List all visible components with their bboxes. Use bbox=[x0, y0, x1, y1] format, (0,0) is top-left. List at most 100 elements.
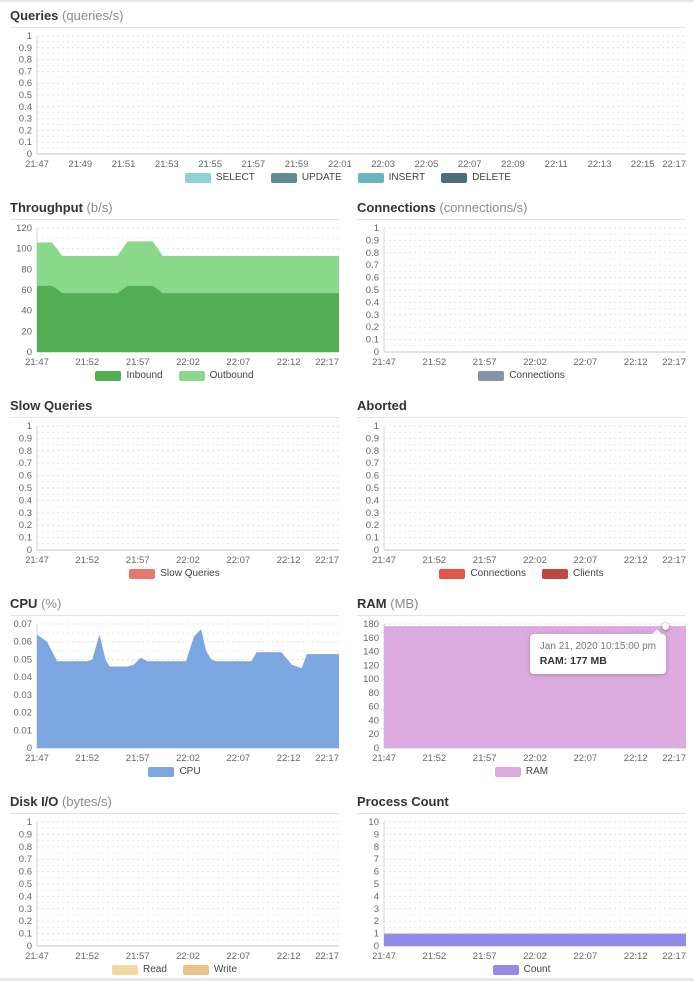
slow-queries-chart[interactable]: 0 0.1 0.2 0.3 0.4 0.5 0.6 0.7 0.8 0.9 1 21:47 21:52 2… bbox=[10, 421, 339, 566]
ram-chart[interactable]: 0 20 40 60 80 100 120 140 160 180 21:47 21:52 21:57 2… bbox=[357, 619, 686, 764]
process-count-chart[interactable]: 0 1 2 3 4 5 6 7 8 9 10 21:47 21:52 21:57 22:02 22:07 22:… bbox=[357, 817, 686, 962]
row-slowqueries-aborted: Slow Queries 0 0.1 0.2 0.3 0.4 0.5 0.6 0.7 0.8 0.… bbox=[10, 397, 686, 580]
legend-label: Outbound bbox=[209, 370, 254, 381]
svg-text:22:09: 22:09 bbox=[501, 159, 525, 170]
legend-item-insert[interactable]: INSERT bbox=[357, 172, 426, 183]
svg-text:22:17: 22:17 bbox=[315, 951, 339, 962]
ram-title: RAM (MB) bbox=[357, 595, 686, 616]
svg-text:22:13: 22:13 bbox=[588, 159, 612, 170]
svg-text:0.9: 0.9 bbox=[366, 433, 379, 444]
svg-text:21:52: 21:52 bbox=[75, 357, 99, 368]
legend-item-connections[interactable]: Connections bbox=[478, 370, 565, 381]
row-queries: Queries (queries/s) 0 0.1 0.2 0.3 0.4 0.5 0.6 0… bbox=[10, 7, 686, 184]
svg-text:0.5: 0.5 bbox=[366, 285, 379, 296]
svg-text:0: 0 bbox=[27, 347, 32, 358]
svg-text:22:02: 22:02 bbox=[176, 951, 200, 962]
svg-text:100: 100 bbox=[16, 244, 32, 255]
svg-text:0: 0 bbox=[27, 545, 32, 556]
connections-chart[interactable]: 0 0.1 0.2 0.3 0.4 0.5 0.6 0.7 0.8 0.9 1 21:47 21:52 2… bbox=[357, 223, 686, 368]
svg-text:21:52: 21:52 bbox=[422, 555, 446, 566]
svg-text:21:57: 21:57 bbox=[126, 555, 150, 566]
queries-unit-text: (queries/s) bbox=[62, 8, 124, 23]
legend-item-slow-queries[interactable]: Slow Queries bbox=[129, 568, 220, 579]
aborted-title-text: Aborted bbox=[357, 398, 407, 413]
chart-panel-aborted: Aborted 0 0.1 0.2 0.3 0.4 0.5 0.6 0.7 0.8 0.9 1 21:… bbox=[357, 397, 686, 580]
svg-text:0.2: 0.2 bbox=[366, 520, 379, 531]
svg-text:0.3: 0.3 bbox=[366, 310, 379, 321]
ram-title-text: RAM bbox=[357, 596, 387, 611]
svg-text:22:05: 22:05 bbox=[415, 159, 439, 170]
svg-text:21:57: 21:57 bbox=[126, 357, 150, 368]
disk-io-legend: Read Write bbox=[10, 963, 339, 976]
svg-text:0.05: 0.05 bbox=[14, 654, 33, 665]
svg-text:1: 1 bbox=[27, 421, 32, 432]
queries-chart[interactable]: 0 0.1 0.2 0.3 0.4 0.5 0.6 0.7 0.8 0.9 1 21:47 21:49 2… bbox=[10, 31, 686, 170]
legend-swatch bbox=[111, 964, 138, 975]
process-count-title-text: Process Count bbox=[357, 794, 449, 809]
legend-label: SELECT bbox=[215, 172, 255, 183]
svg-text:0.6: 0.6 bbox=[19, 78, 32, 89]
legend-label: Inbound bbox=[126, 370, 163, 381]
svg-text:22:17: 22:17 bbox=[662, 159, 686, 170]
legend-item-ram[interactable]: RAM bbox=[494, 766, 549, 777]
svg-text:0.9: 0.9 bbox=[19, 43, 32, 54]
legend-item-count[interactable]: Count bbox=[492, 964, 550, 975]
chart-panel-cpu: CPU (%) 0 0.01 0.02 0.03 0.04 0.05 0.06 0.07 21:… bbox=[10, 595, 339, 778]
disk-io-chart[interactable]: 0 0.1 0.2 0.3 0.4 0.5 0.6 0.7 0.8 0.9 1 21:47 21:52 2… bbox=[10, 817, 339, 962]
svg-text:22:07: 22:07 bbox=[226, 555, 250, 566]
row-throughput-connections: Throughput (b/s) 0 20 40 60 80 100 120 21:47 21:… bbox=[10, 199, 686, 382]
legend-item-select[interactable]: SELECT bbox=[184, 172, 255, 183]
svg-text:21:57: 21:57 bbox=[241, 159, 265, 170]
chart-panel-ram: RAM (MB) 0 20 40 60 80 100 120 140 160 180 21:47 21… bbox=[357, 595, 686, 778]
svg-text:21:52: 21:52 bbox=[422, 357, 446, 368]
legend-item-delete[interactable]: DELETE bbox=[441, 172, 511, 183]
svg-text:22:07: 22:07 bbox=[226, 753, 250, 764]
svg-text:22:07: 22:07 bbox=[573, 357, 597, 368]
svg-text:21:52: 21:52 bbox=[422, 951, 446, 962]
chart-panel-throughput: Throughput (b/s) 0 20 40 60 80 100 120 21:47 21:… bbox=[10, 199, 339, 382]
legend-label: Read bbox=[142, 964, 167, 975]
svg-text:21:52: 21:52 bbox=[75, 753, 99, 764]
legend-item-update[interactable]: UPDATE bbox=[270, 172, 342, 183]
chart-panel-queries: Queries (queries/s) 0 0.1 0.2 0.3 0.4 0.5 0.6 0… bbox=[10, 7, 686, 184]
legend-item-write[interactable]: Write bbox=[182, 964, 237, 975]
aborted-chart[interactable]: 0 0.1 0.2 0.3 0.4 0.5 0.6 0.7 0.8 0.9 1 21:47 21:52 2… bbox=[357, 421, 686, 566]
legend-swatch bbox=[478, 370, 505, 381]
svg-text:0.6: 0.6 bbox=[19, 471, 32, 482]
legend-item-inbound[interactable]: Inbound bbox=[95, 370, 163, 381]
chart-panel-disk-io: Disk I/O (bytes/s) 0 0.1 0.2 0.3 0.4 0.5 0.6 0.… bbox=[10, 793, 339, 976]
svg-text:0.8: 0.8 bbox=[19, 842, 32, 853]
svg-text:22:12: 22:12 bbox=[277, 753, 301, 764]
ram-tooltip: Jan 21, 2020 10:15:00 pm RAM: 177 MB bbox=[529, 634, 666, 674]
ram-tooltip-value: RAM: 177 MB bbox=[539, 655, 607, 667]
legend-label: INSERT bbox=[388, 172, 426, 183]
legend-item-cpu[interactable]: CPU bbox=[148, 766, 201, 777]
svg-text:21:53: 21:53 bbox=[155, 159, 179, 170]
legend-item-read[interactable]: Read bbox=[111, 964, 167, 975]
svg-text:140: 140 bbox=[363, 647, 379, 658]
disk-io-title: Disk I/O (bytes/s) bbox=[10, 793, 339, 814]
svg-text:0: 0 bbox=[27, 941, 32, 952]
legend-item-connections[interactable]: Connections bbox=[439, 568, 526, 579]
disk-io-title-text: Disk I/O bbox=[10, 794, 59, 809]
svg-text:22:03: 22:03 bbox=[371, 159, 395, 170]
legend-item-outbound[interactable]: Outbound bbox=[178, 370, 254, 381]
legend-label: RAM bbox=[525, 766, 549, 777]
legend-item-clients[interactable]: Clients bbox=[542, 568, 604, 579]
svg-text:9: 9 bbox=[374, 829, 379, 840]
svg-text:22:02: 22:02 bbox=[176, 753, 200, 764]
svg-text:21:57: 21:57 bbox=[473, 951, 497, 962]
svg-text:22:02: 22:02 bbox=[523, 951, 547, 962]
cpu-chart[interactable]: 0 0.01 0.02 0.03 0.04 0.05 0.06 0.07 21:47 21:52 2… bbox=[10, 619, 339, 764]
svg-text:0.4: 0.4 bbox=[19, 891, 32, 902]
svg-text:0.8: 0.8 bbox=[19, 446, 32, 457]
slow_queries-svg: 00.1 0.20.3 0.40.50.6 0.70.8 0.91 21:47 21:52 2… bbox=[19, 421, 339, 566]
queries-title: Queries (queries/s) bbox=[10, 7, 686, 28]
throughput-chart[interactable]: 0 20 40 60 80 100 120 21:47 21:52 21:57 22:02 22:07… bbox=[10, 223, 339, 368]
svg-text:21:51: 21:51 bbox=[112, 159, 136, 170]
queries-legend: SELECT UPDATE INSERT DELETE bbox=[10, 171, 686, 184]
connections-title: Connections (connections/s) bbox=[357, 199, 686, 220]
svg-text:0: 0 bbox=[27, 149, 32, 160]
svg-text:21:52: 21:52 bbox=[422, 753, 446, 764]
svg-text:21:52: 21:52 bbox=[75, 951, 99, 962]
